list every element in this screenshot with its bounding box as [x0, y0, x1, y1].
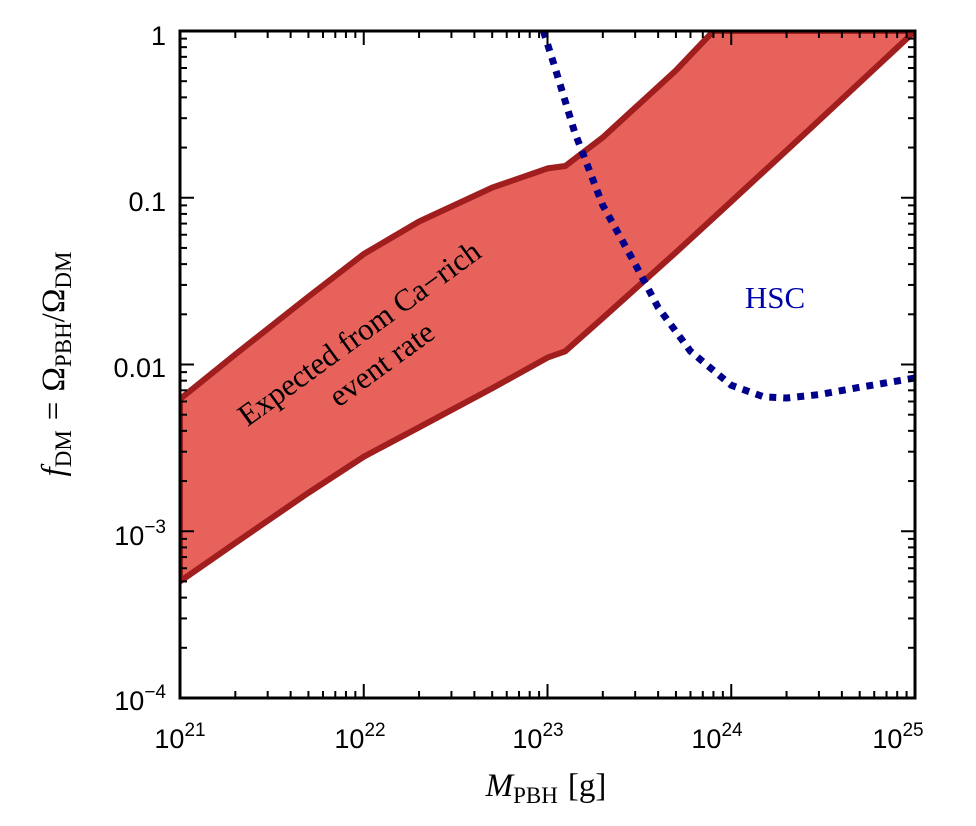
x-tick-label: 1021 [154, 720, 205, 754]
y-tick-label: 0.01 [113, 353, 166, 383]
y-tick-label: 10−4 [114, 682, 166, 716]
y-axis-title: fDM=ΩPBH/ΩDM [36, 252, 76, 477]
hsc-constraint-line [540, 31, 915, 402]
hsc-label: HSC [745, 280, 805, 315]
x-tick-labels: 1021 1022 1023 1024 1025 [154, 720, 923, 754]
plot-frame [178, 29, 917, 700]
y-tick-labels: 1 0.1 0.01 10−3 10−4 [113, 21, 166, 716]
x-axis-title: MPBH [g] [485, 768, 607, 808]
x-tick-label: 1025 [872, 720, 923, 754]
x-tick-label: 1024 [691, 720, 743, 754]
x-tick-label: 1022 [334, 720, 385, 754]
expected-band-edge [180, 31, 915, 585]
y-tick-label: 0.1 [128, 187, 166, 217]
x-tick-label: 1023 [512, 720, 563, 754]
plot-area [180, 31, 915, 585]
y-tick-label: 1 [151, 21, 166, 51]
y-tick-label: 10−3 [114, 517, 166, 551]
expected-band-fill [180, 31, 915, 582]
